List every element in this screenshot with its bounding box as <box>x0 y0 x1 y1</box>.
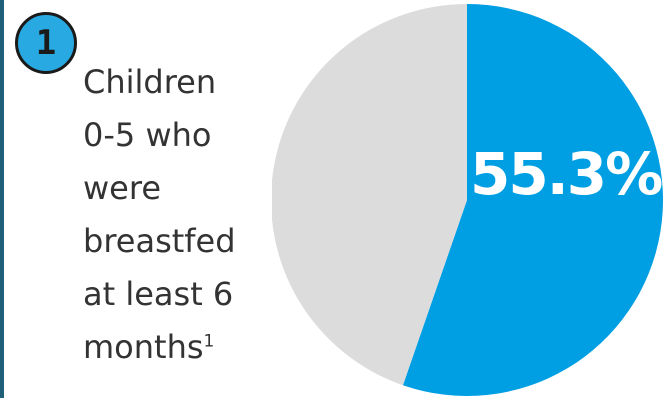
chart-caption: Children 0-5 who were breastfed at least… <box>83 56 288 374</box>
caption-line: months <box>83 328 204 366</box>
caption-line: were <box>83 169 161 207</box>
caption-line: 0-5 who <box>83 116 212 154</box>
step-number-badge: 1 <box>15 12 77 74</box>
caption-line: at least 6 <box>83 275 234 313</box>
caption-line: Children <box>83 63 217 101</box>
caption-line-last: months1 <box>83 321 288 374</box>
pie-slice-1 <box>272 4 467 386</box>
pie-chart <box>272 4 664 396</box>
step-number: 1 <box>35 23 57 63</box>
caption-line: breastfed <box>83 222 236 260</box>
footnote-marker: 1 <box>203 331 215 352</box>
left-accent-bar <box>0 0 4 398</box>
slice-data-label: 55.3% <box>470 140 663 208</box>
pie-slice-0 <box>402 4 664 396</box>
